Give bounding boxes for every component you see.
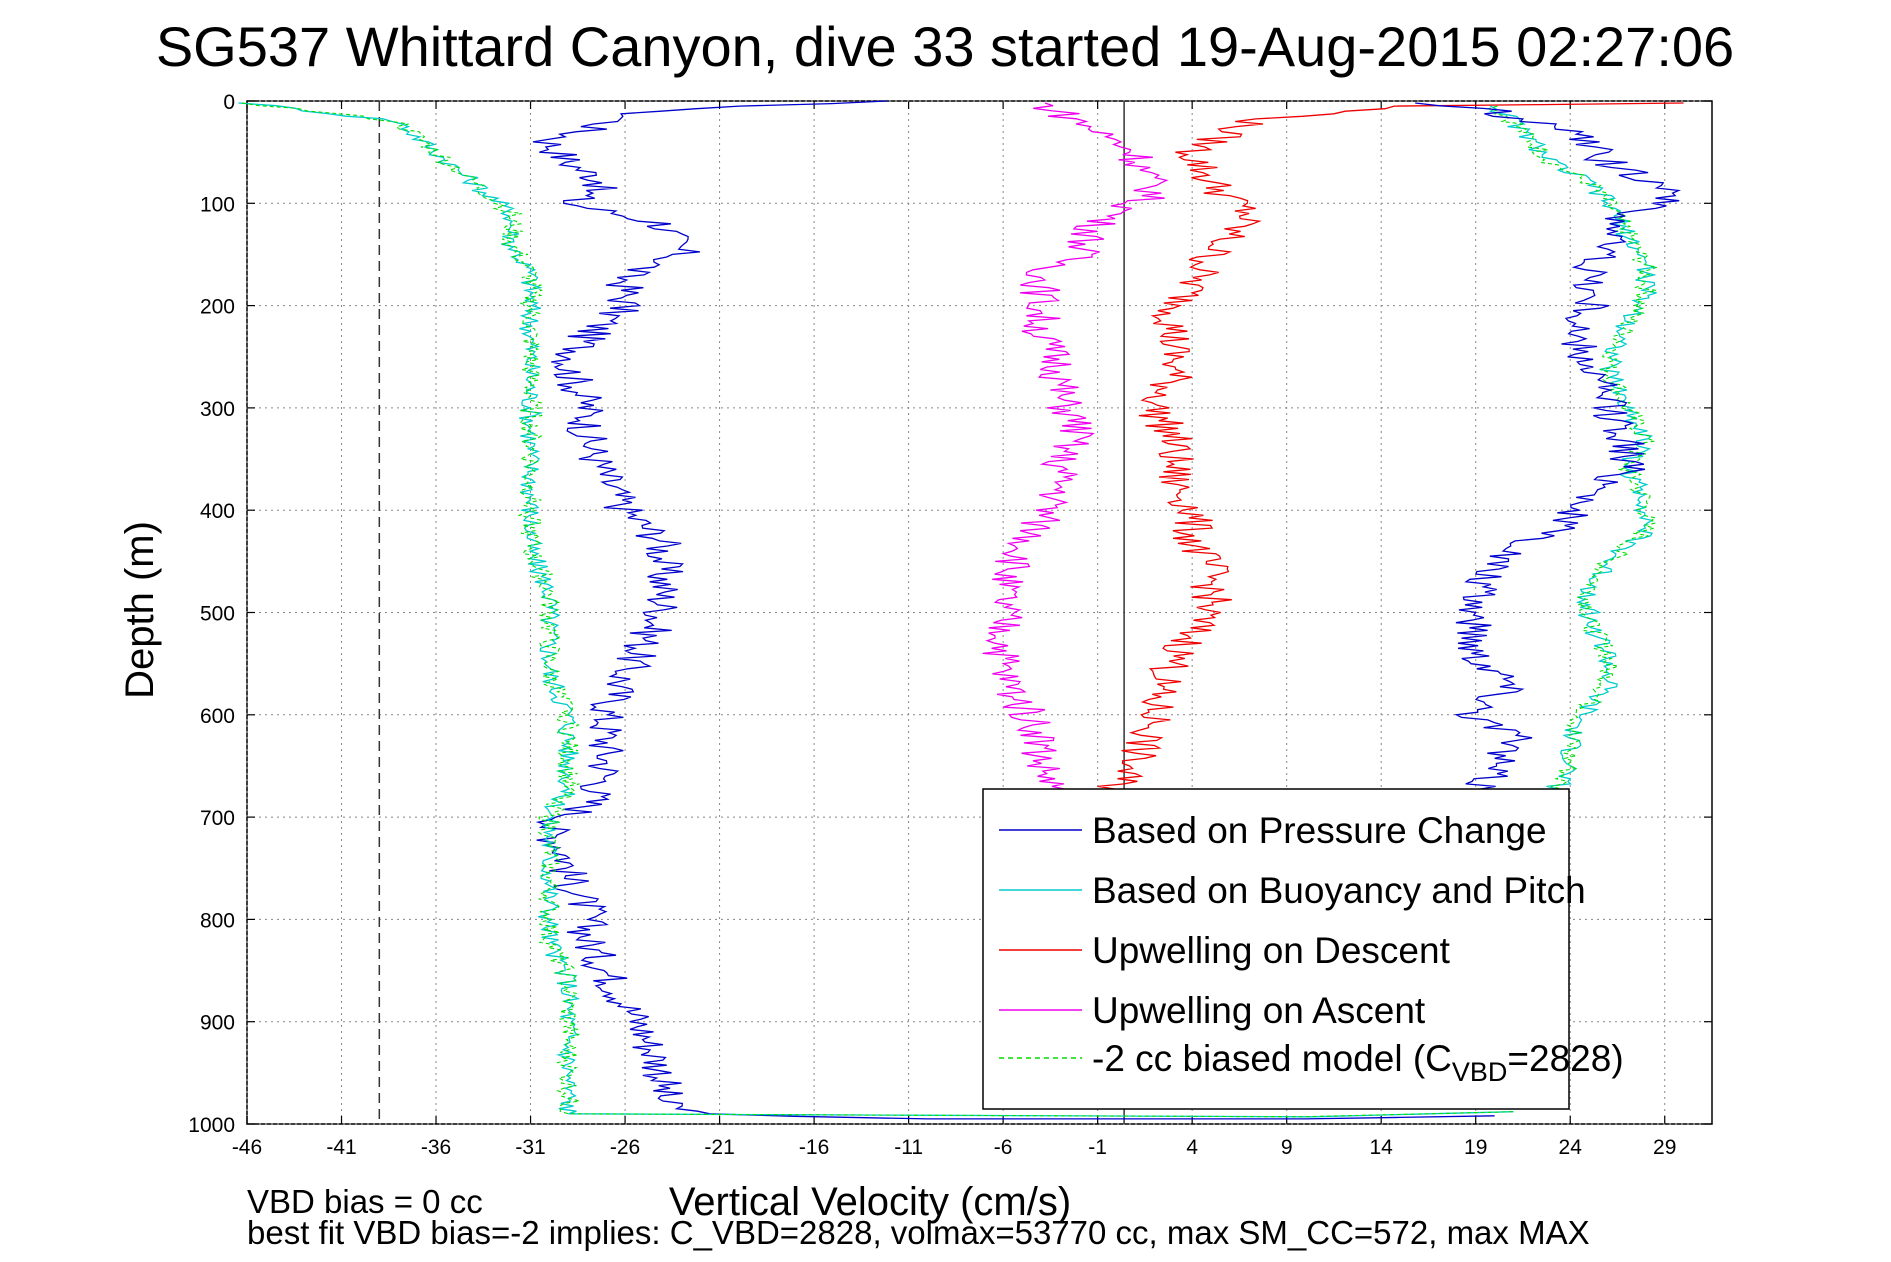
upwelling-descent-line: [1097, 102, 1684, 818]
y-axis-label: Depth (m): [118, 521, 162, 699]
chart-title: SG537 Whittard Canyon, dive 33 started 1…: [156, 15, 1734, 78]
pressure-change-line: [532, 100, 1495, 1120]
x-tick-label: 19: [1464, 1136, 1487, 1159]
x-tick-label: -21: [704, 1136, 734, 1159]
legend-label: Upwelling on Descent: [1092, 930, 1451, 971]
y-tick-label: 800: [200, 909, 235, 932]
y-tick-label: 100: [200, 193, 235, 216]
legend-box: [982, 788, 1570, 1110]
y-tick-labels: 0 100 200 300 400 500 600 700 800 900 1000: [188, 91, 235, 1137]
legend-item-buoyancy-pitch: Based on Buoyancy and Pitch: [999, 870, 1586, 911]
y-tick-label: 500: [200, 603, 235, 626]
legend-item-biased-model: -2 cc biased model (CVBD=2828): [999, 1038, 1624, 1087]
x-tick-label: -36: [421, 1136, 451, 1159]
x-tick-label: -31: [515, 1136, 545, 1159]
x-tick-label: 9: [1281, 1136, 1293, 1159]
x-tick-label: -11: [894, 1136, 923, 1159]
y-tick-label: 1000: [188, 1114, 235, 1137]
x-tick-labels: -46 -41 -36 -31 -26 -21 -16 -11 -6 -1 4 9 14 19 24 29: [232, 1136, 1677, 1159]
legend: Based on Pressure Change Based on Buoyanc…: [982, 788, 1624, 1110]
x-axis-label: Vertical Velocity (cm/s): [669, 1180, 1071, 1224]
x-tick-label: -41: [326, 1136, 356, 1159]
y-tick-label: 400: [200, 500, 235, 523]
x-tick-label: -6: [994, 1136, 1013, 1159]
x-tick-label: 4: [1186, 1136, 1198, 1159]
x-tick-label: -16: [799, 1136, 829, 1159]
biased-model-ascent-line: [1486, 105, 1660, 797]
legend-label: -2 cc biased model (CVBD=2828): [1092, 1038, 1624, 1087]
legend-label: Upwelling on Ascent: [1092, 990, 1426, 1031]
legend-label: Based on Buoyancy and Pitch: [1092, 870, 1586, 911]
y-tick-label: 600: [200, 705, 235, 728]
legend-item-pressure-change: Based on Pressure Change: [999, 810, 1547, 851]
x-tick-label: -26: [610, 1136, 640, 1159]
x-tick-label: 14: [1370, 1136, 1394, 1159]
legend-item-upwelling-ascent: Upwelling on Ascent: [999, 990, 1426, 1031]
biased-model-descent-line: [241, 102, 1514, 1118]
pressure-change-ascent-line: [1415, 102, 1682, 798]
x-tick-label: 29: [1653, 1136, 1676, 1159]
y-tick-label: 300: [200, 398, 235, 421]
x-tick-label: -1: [1088, 1136, 1107, 1159]
legend-label: Based on Pressure Change: [1092, 810, 1547, 851]
x-tick-label: 24: [1559, 1136, 1583, 1159]
y-tick-label: 0: [223, 91, 235, 114]
series-lines: [238, 100, 1684, 1120]
best-fit-note: best fit VBD bias=-2 implies: C_VBD=2828…: [247, 1214, 1590, 1251]
y-tick-label: 700: [200, 807, 235, 830]
y-tick-label: 900: [200, 1012, 235, 1035]
buoyancy-pitch-line: [238, 102, 1514, 1118]
legend-item-upwelling-descent: Upwelling on Descent: [999, 930, 1451, 971]
upwelling-ascent-line: [982, 102, 1169, 798]
y-tick-label: 200: [200, 296, 235, 319]
x-tick-label: -46: [232, 1136, 262, 1159]
plot-area: -46 -41 -36 -31 -26 -21 -16 -11 -6 -1 4 9 14 19 24 29 0…: [188, 91, 1713, 1159]
vbd-bias-note: VBD bias = 0 cc: [247, 1183, 483, 1220]
